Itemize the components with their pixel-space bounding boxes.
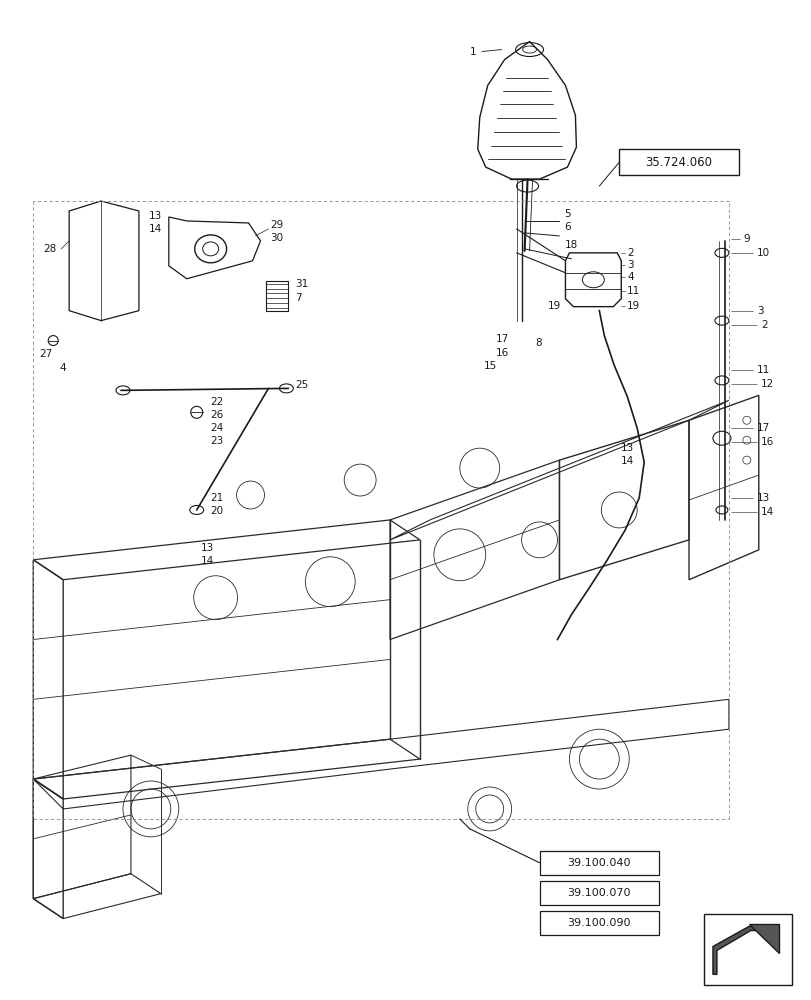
Text: 19: 19 [626, 301, 640, 311]
Bar [619, 149, 738, 175]
Text: 25: 25 [295, 380, 308, 390]
Text: 4: 4 [626, 272, 633, 282]
Text: 13: 13 [200, 543, 213, 553]
Text: 35.724.060: 35.724.060 [645, 156, 712, 169]
Text: 14: 14 [760, 507, 773, 517]
Text: 27: 27 [39, 349, 53, 359]
Text: 22: 22 [210, 397, 224, 407]
Text: 14: 14 [200, 556, 213, 566]
Text: 3: 3 [756, 306, 762, 316]
Text: 8: 8 [535, 338, 542, 348]
Text: 31: 31 [295, 279, 308, 289]
Text: 20: 20 [210, 506, 224, 516]
Text: 29: 29 [270, 220, 283, 230]
Text: 3: 3 [626, 260, 633, 270]
Text: 11: 11 [626, 286, 640, 296]
Text: 2: 2 [626, 248, 633, 258]
Text: 18: 18 [564, 240, 577, 250]
Bar [539, 911, 659, 935]
Text: 28: 28 [43, 244, 57, 254]
Text: 17: 17 [756, 423, 769, 433]
Polygon shape [748, 924, 778, 953]
Text: 13: 13 [620, 443, 633, 453]
Text: 19: 19 [547, 301, 560, 311]
Text: 39.100.070: 39.100.070 [567, 888, 630, 898]
Text: 14: 14 [620, 456, 633, 466]
Text: 39.100.040: 39.100.040 [567, 858, 630, 868]
Text: 39.100.090: 39.100.090 [567, 918, 630, 928]
Text: 10: 10 [756, 248, 769, 258]
Text: 2: 2 [760, 320, 766, 330]
Bar [539, 881, 659, 905]
Text: 24: 24 [210, 423, 224, 433]
Text: 6: 6 [564, 222, 570, 232]
Text: 12: 12 [760, 379, 773, 389]
Text: 4: 4 [59, 363, 66, 373]
Text: 13: 13 [148, 211, 162, 221]
Text: 11: 11 [756, 365, 769, 375]
Text: 1: 1 [470, 47, 476, 57]
Text: 14: 14 [148, 224, 162, 234]
Text: 21: 21 [210, 493, 224, 503]
Text: 16: 16 [760, 437, 773, 447]
Bar [266, 281, 288, 311]
Polygon shape [712, 927, 772, 974]
Text: 15: 15 [483, 361, 496, 371]
Bar [539, 851, 659, 875]
Text: 23: 23 [210, 436, 224, 446]
Text: 5: 5 [564, 209, 570, 219]
Text: 13: 13 [756, 493, 769, 503]
Text: 30: 30 [270, 233, 283, 243]
Text: 26: 26 [210, 410, 224, 420]
Text: 16: 16 [495, 348, 508, 358]
Text: 17: 17 [495, 334, 508, 344]
Text: 9: 9 [743, 234, 749, 244]
Text: 7: 7 [295, 293, 302, 303]
Bar [703, 914, 791, 985]
